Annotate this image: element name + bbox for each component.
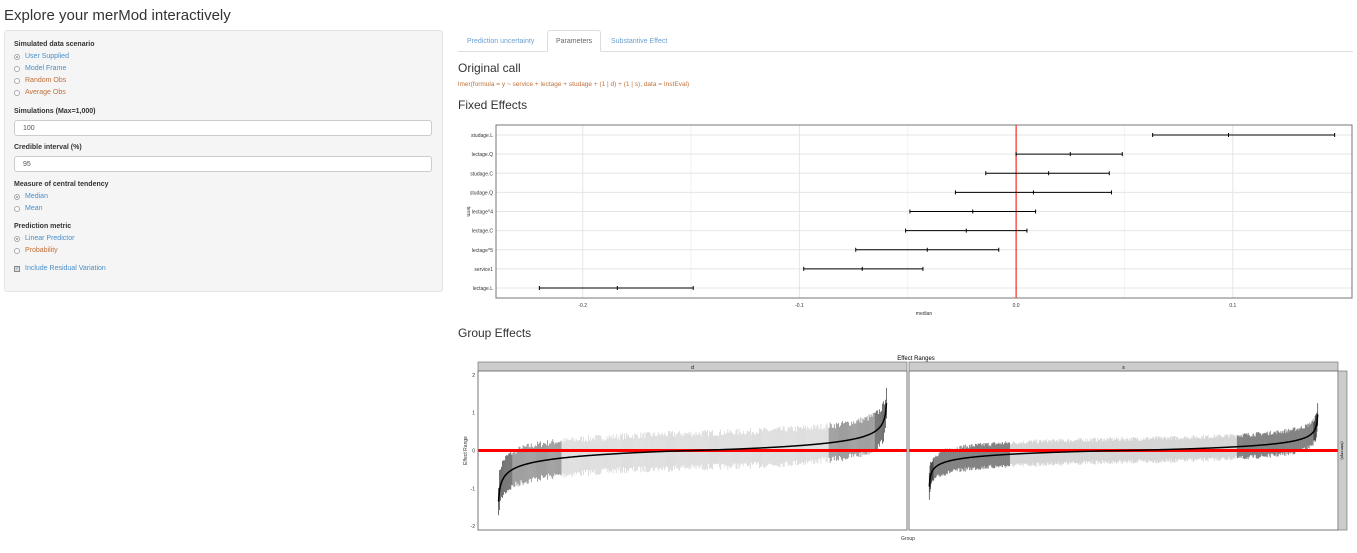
radio-icon (14, 193, 20, 200)
sidebar-panel: Simulated data scenario User Supplied Mo… (4, 30, 443, 292)
y-tick-label: lectage.L (473, 286, 494, 292)
x-tick-label: -0.1 (795, 303, 804, 309)
radio-icon (14, 77, 20, 84)
radio-icon (14, 53, 20, 60)
chart-title: Effect Ranges (897, 356, 935, 362)
simulations-input[interactable] (14, 120, 432, 136)
radio-model-frame[interactable]: Model Frame (14, 65, 66, 72)
tab-parameters[interactable]: Parameters (547, 30, 602, 52)
facet-label: s (1122, 365, 1125, 371)
row-strip-label: (Intercept) (1340, 441, 1345, 460)
radio-user-supplied[interactable]: User Supplied (14, 53, 69, 60)
x-tick-label: -0.2 (578, 303, 587, 309)
interval-input[interactable] (14, 156, 432, 172)
original-call-text: lmer(formula = y ~ service + lectage + s… (458, 81, 690, 88)
central-label: Measure of central tendency (14, 181, 109, 188)
x-tick-label: 0.0 (1013, 303, 1020, 309)
group-effects-chart: Effect Ranges d s (Intercept) -2 -1 0 1 2 Effect … (463, 356, 1348, 542)
simulations-label: Simulations (Max=1,000) (14, 108, 96, 115)
y-tick-label: lectage.C (472, 229, 494, 235)
checkbox-icon: ✓ (14, 265, 20, 272)
y-tick-label: 2 (472, 373, 475, 379)
y-tick-label: studage.Q (470, 190, 493, 196)
radio-icon (14, 235, 20, 242)
y-tick-label: -1 (471, 486, 476, 492)
y-axis-label: term (465, 207, 471, 217)
tab-bar: Prediction uncertainty Parameters Substa… (458, 30, 1353, 52)
tab-substantive-effect[interactable]: Substantive Effect (611, 38, 668, 45)
y-tick-label: 1 (472, 411, 475, 417)
fixed-effects-chart: -0.2 -0.1 0.0 0.1 studage.L lectage.Q studage.… (465, 124, 1353, 317)
radio-icon (14, 65, 20, 72)
scenario-label: Simulated data scenario (14, 41, 95, 48)
original-call-heading: Original call (458, 61, 521, 75)
x-axis-label: median (916, 311, 933, 317)
radio-average-obs[interactable]: Average Obs (14, 89, 66, 96)
radio-probability[interactable]: Probability (14, 247, 58, 254)
interval-label: Credible interval (%) (14, 144, 82, 151)
y-axis-label: Effect Range (463, 436, 469, 465)
app-title: Explore your merMod interactively (4, 7, 231, 24)
radio-random-obs[interactable]: Random Obs (14, 77, 66, 84)
y-tick-label: lectage^4 (472, 210, 493, 216)
x-axis-label: Group (901, 536, 915, 542)
radio-median[interactable]: Median (14, 193, 48, 200)
radio-icon (14, 89, 20, 96)
tab-prediction-uncertainty[interactable]: Prediction uncertainty (467, 38, 535, 45)
y-tick-label: lectage^5 (472, 248, 493, 254)
metric-label: Prediction metric (14, 223, 72, 230)
y-tick-label: studage.C (470, 171, 493, 177)
group-median-line (497, 403, 888, 502)
row-strip (1337, 370, 1348, 531)
fixed-effects-heading: Fixed Effects (458, 98, 528, 112)
plot-border (495, 124, 1353, 299)
group-effects-heading: Group Effects (458, 326, 532, 340)
y-tick-label: lectage.Q (472, 152, 494, 158)
residual-checkbox[interactable]: ✓ Include Residual Variation (14, 265, 106, 272)
x-tick-label: 0.1 (1229, 303, 1236, 309)
facet-label: d (691, 365, 694, 371)
y-tick-label: 0 (472, 449, 475, 455)
radio-icon (14, 205, 20, 212)
y-tick-label: studage.L (471, 133, 493, 139)
radio-mean[interactable]: Mean (14, 205, 43, 212)
facet-border (477, 370, 908, 531)
radio-icon (14, 247, 20, 254)
radio-linear-predictor[interactable]: Linear Predictor (14, 235, 74, 242)
group-median-line (928, 414, 1319, 487)
y-tick-label: service1 (474, 267, 493, 273)
y-tick-label: -2 (471, 524, 476, 530)
